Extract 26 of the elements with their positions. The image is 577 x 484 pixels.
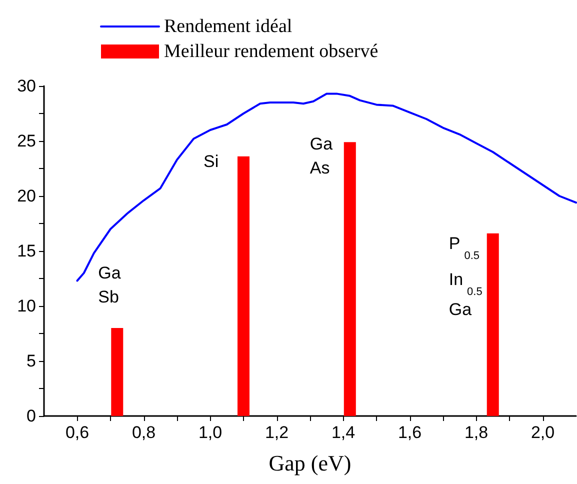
x-tick-label: 1,8 [464, 423, 488, 442]
annotation: P0.5 In0.5 Ga [448, 234, 482, 319]
y-tick-label: 0 [26, 406, 36, 426]
y-tick-label: 30 [17, 76, 36, 96]
legend-label: Meilleur rendement observé [164, 41, 378, 62]
bar [486, 233, 499, 416]
x-tick-label: 0,6 [65, 423, 90, 442]
x-tick-label: 1,2 [264, 423, 289, 442]
y-tick-label: 15 [17, 242, 36, 260]
annotation: Ga Sb [98, 264, 122, 306]
bar [344, 142, 356, 416]
x-tick-label: 1,6 [398, 423, 422, 442]
annotation: Si [204, 152, 219, 171]
y-tick-label: 10 [17, 296, 36, 316]
bar [238, 156, 250, 416]
annotation: Ga As [310, 134, 334, 178]
x-axis-title: Gap (eV) [268, 450, 352, 476]
x-tick-label: 2,0 [530, 423, 555, 442]
x-tick-label: 0,8 [132, 423, 156, 442]
y-tick-label: 5 [26, 352, 36, 370]
y-tick-label: 25 [17, 132, 36, 150]
x-tick-label: 1,4 [331, 423, 356, 442]
x-tick-label: 1,0 [198, 423, 222, 442]
legend-label: Rendement idéal [164, 16, 292, 37]
y-tick-label: 20 [17, 186, 36, 206]
bar [111, 328, 124, 416]
